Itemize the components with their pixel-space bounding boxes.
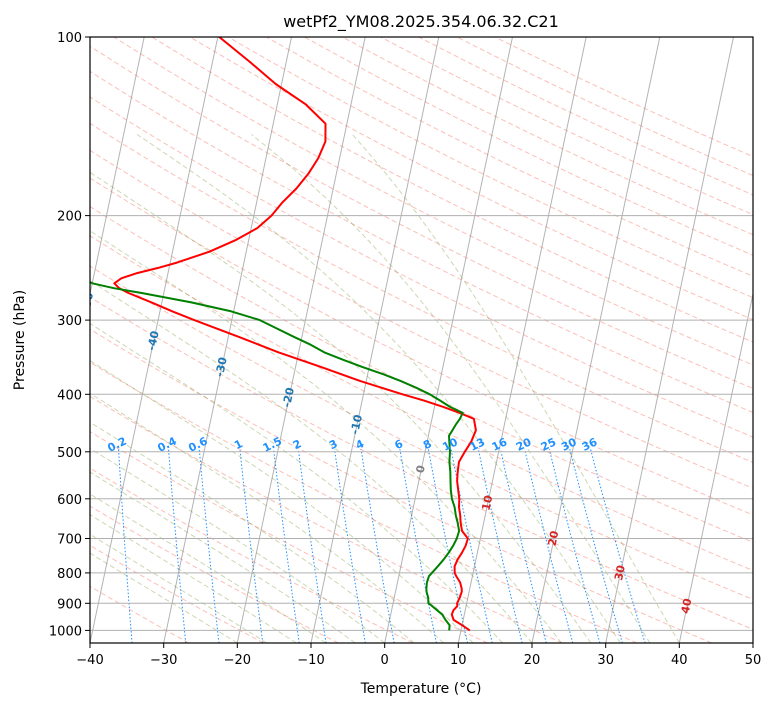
x-tick-label: −40	[76, 653, 103, 668]
y-tick-label: 600	[57, 493, 82, 508]
y-tick-label: 300	[57, 314, 82, 329]
y-tick-label: 400	[57, 388, 82, 403]
x-tick-label: 40	[671, 653, 688, 668]
y-tick-label: 200	[57, 210, 82, 225]
y-tick-label: 100	[57, 31, 82, 46]
x-tick-label: 0	[381, 653, 389, 668]
x-tick-label: 10	[450, 653, 467, 668]
x-tick-label: −30	[150, 653, 177, 668]
x-tick-label: −20	[224, 653, 251, 668]
x-tick-label: −10	[297, 653, 324, 668]
y-axis-label: Pressure (hPa)	[12, 290, 28, 390]
chart-title: wetPf2_YM08.2025.354.06.32.C21	[283, 12, 559, 32]
y-tick-label: 1000	[49, 624, 82, 639]
y-tick-label: 800	[57, 567, 82, 582]
x-tick-label: 50	[745, 653, 762, 668]
y-tick-label: 500	[57, 446, 82, 461]
y-tick-label: 900	[57, 597, 82, 612]
x-axis-label: Temperature (°C)	[360, 681, 482, 697]
y-tick-label: 700	[57, 533, 82, 548]
plot-area	[90, 37, 753, 643]
x-tick-label: 20	[524, 653, 541, 668]
x-tick-label: 30	[597, 653, 614, 668]
